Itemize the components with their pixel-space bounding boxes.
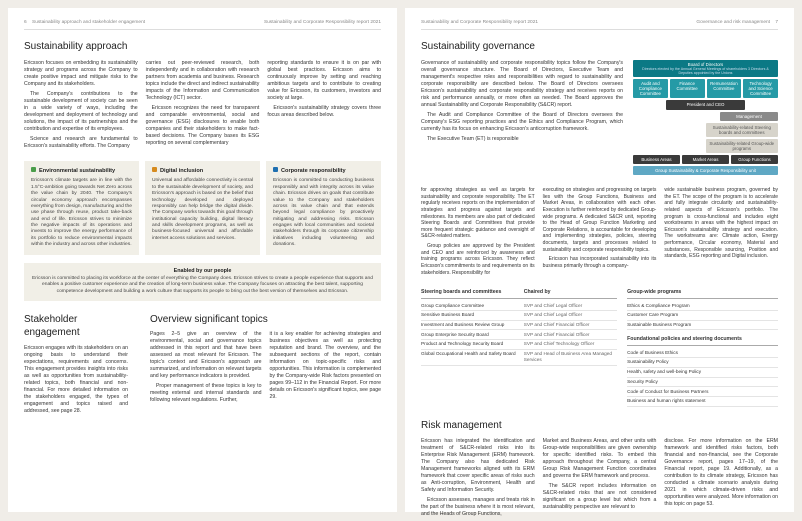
gov-p2: The Audit and Compliance Committee of th… [421,112,623,133]
org-comm-2: Remuneration Committee [707,79,742,98]
approach-title: Sustainability approach [24,40,381,54]
risk-c3: disclose. For more information on the ER… [664,438,778,508]
org-mgmt: Management [720,112,778,121]
org-bod: Board of DirectorsDirectors elected by t… [633,60,778,77]
right-header: Sustainability and Corporate Responsibil… [421,20,778,30]
overview-title: Overview significant topics [150,313,381,327]
table-row: Global Occupational Health and Safety Bo… [421,350,617,366]
dot-blue-icon [273,167,278,172]
approach-columns: Ericsson focuses on embedding its sustai… [24,60,381,153]
focus-boxes: Environmental sustainability Ericsson's … [24,161,381,254]
risk-section: Risk management Ericsson has integrated … [421,419,778,521]
risk-title: Risk management [421,419,778,433]
approach-c1a: Ericsson focuses on embedding its sustai… [24,60,138,88]
overview-c2: it is a key enabler for achieving strate… [269,331,381,401]
table-programs: Group-wide programs Ethics & Compliance … [627,289,778,407]
th-steering: Steering boards and committees [421,289,524,299]
table-steering: Steering boards and committeesChaired by… [421,289,617,407]
gov-mid: for approving strategies as well as targ… [421,187,778,279]
list-item: Ethics & Compliance Program [627,301,778,311]
table-row: Group Enterprise Security BoardSVP and C… [421,330,617,340]
approach-c2b: Ericsson recognizes the need for transpa… [146,105,260,147]
approach-c1b: The Company's contributions to the susta… [24,91,138,133]
org-area-0: Business Areas [633,155,680,164]
left-page: 6 Sustainability approach and stakeholde… [8,8,397,512]
th-programs: Group-wide programs [627,289,778,299]
org-area-1: Market Areas [682,155,729,164]
left-header: 6 Sustainability approach and stakeholde… [24,20,381,30]
box-env: Environmental sustainability Ericsson's … [24,161,139,254]
org-srsb: Sustainability-related Steering boards a… [706,123,779,137]
stake-body: Ericsson engages with its stakeholders o… [24,345,128,415]
org-ceo: President and CEO [666,100,746,109]
org-comm-3: Technology and Science Committee [743,79,778,98]
mid-c2: wide sustainable business program, gover… [664,187,778,260]
table-row: Product and Technology Security BoardSVP… [421,340,617,350]
page-number-right: Governance and risk management 7 [696,20,778,26]
org-area-2: Group Functions [731,155,778,164]
risk-c1: Ericsson has integrated the identificati… [421,438,535,494]
box-digital-title: Digital inclusion [160,168,203,175]
th-chaired: Chaired by [524,289,617,299]
list-item: Sustainable Business Program [627,321,778,331]
box-corp-body: Ericsson is committed to conducting busi… [273,178,374,248]
gov-p1: Governance of sustainability and corpora… [421,60,623,109]
list-item: Code of Business Ethics [627,348,778,358]
overview-c1: Pages 2–5 give an overview of the enviro… [150,331,262,380]
approach-c1c: Science and research are fundamental to … [24,136,138,150]
org-chart: Board of DirectorsDirectors elected by t… [633,60,778,177]
box-digital: Digital inclusion Universal and affordab… [145,161,260,254]
dot-green-icon [31,167,36,172]
gov-p4: Group policies are approved by the Presi… [421,243,535,276]
org-comm-1: Finance Committee [670,79,705,98]
risk-c1b: Ericsson assesses, manages and treats ri… [421,497,535,518]
banner-title: Enabled by our people [32,268,373,275]
list-item: Customer Care Program [627,311,778,321]
list-item: Code of Conduct for Business Partners [627,387,778,397]
lower-columns: Stakeholder engagement Ericsson engages … [24,313,381,418]
mid-c1b: Ericsson has incorporated sustainability… [543,256,657,269]
list-item: Security Policy [627,378,778,388]
box-env-title: Environmental sustainability [39,168,115,175]
approach-c2a: carries out peer-reviewed research, both… [146,60,260,102]
banner-body: Ericsson is committed to placing its wor… [32,276,373,296]
box-env-body: Ericsson's climate targets are in line w… [31,178,132,248]
list-item: Health, safety and well-being Policy [627,368,778,378]
right-page: Sustainability and Corporate Responsibil… [405,8,794,512]
report-title-right: Sustainability and Corporate Responsibil… [421,20,538,26]
org-comm-0: Audit and Compliance Committee [633,79,668,98]
box-corp: Corporate responsibility Ericsson is com… [266,161,381,254]
risk-c2: Market and Business Areas, and other uni… [543,438,657,480]
people-banner: Enabled by our people Ericsson is commit… [24,263,381,301]
gov-tables: Steering boards and committeesChaired by… [421,289,778,407]
box-digital-body: Universal and affordable connectivity is… [152,178,253,242]
org-sugp: Sustainability-related Group-wide progra… [706,139,779,153]
approach-c3a: reporting standards to ensure it is on p… [267,60,381,102]
box-corp-title: Corporate responsibility [281,168,346,175]
page-number-left: 6 Sustainability approach and stakeholde… [24,20,145,26]
table-row: Group Compliance CommitteeSVP and Chief … [421,301,617,311]
list-item: Sustainability Policy [627,358,778,368]
table-row: Sensitive Business BoardSVP and Chief Le… [421,311,617,321]
gov-p3b: for approving strategies as well as targ… [421,187,535,240]
risk-c2b: The S&CR report includes information on … [543,483,657,511]
org-unit: Group Sustainability & Corporate Respons… [633,166,778,175]
approach-c3b: Ericsson's sustainability strategy cover… [267,105,381,119]
stake-title: Stakeholder engagement [24,313,128,340]
table-row: Investment and Business Review GroupSVP … [421,321,617,331]
report-title-left: Sustainability and Corporate Responsibil… [264,20,381,26]
list-item: Business and human rights statement [627,397,778,407]
overview-c1b: Proper management of these topics is key… [150,383,262,404]
mid-c1: executing on strategies and progressing … [543,187,657,253]
th-foundational: Foundational policies and steering docum… [627,336,778,346]
dot-orange-icon [152,167,157,172]
gov-title: Sustainability governance [421,40,778,54]
gov-top: Governance of sustainability and corpora… [421,60,778,177]
gov-p3: The Executive Team (ET) is responsible [421,136,623,143]
